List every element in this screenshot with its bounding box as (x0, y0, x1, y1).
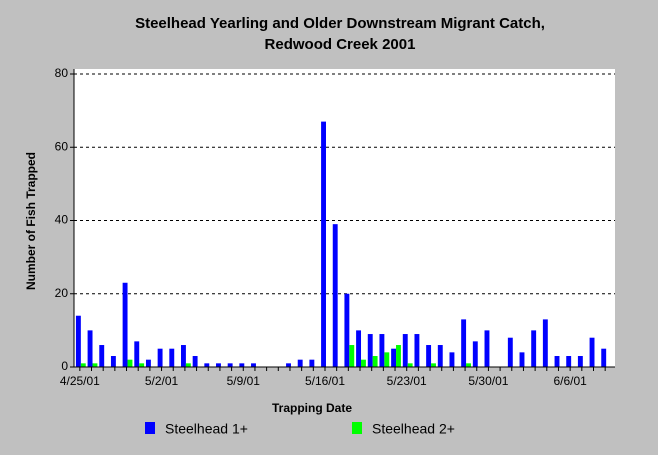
bar (396, 345, 401, 367)
chart-subtitle: Redwood Creek 2001 (265, 36, 416, 53)
bar (414, 334, 420, 367)
legend-label: Steelhead 1+ (165, 421, 248, 437)
legend-swatch (145, 422, 155, 434)
bar (577, 356, 583, 367)
bar (601, 348, 607, 367)
bar (185, 363, 191, 367)
y-axis-label: Number of Fish Trapped (24, 152, 38, 290)
bar (384, 352, 390, 367)
bar (216, 363, 221, 367)
bar (239, 363, 245, 367)
bar (127, 359, 133, 367)
bar (519, 352, 525, 367)
bar (99, 345, 105, 367)
bar (122, 282, 128, 367)
y-tick-label: 20 (55, 286, 69, 300)
bar (472, 341, 478, 367)
bar (297, 359, 303, 367)
bar (361, 359, 366, 367)
bar (180, 345, 186, 367)
bar (344, 293, 350, 367)
bar (80, 363, 86, 367)
x-tick-label: 6/6/01 (553, 374, 587, 388)
x-tick-label: 5/2/01 (145, 374, 179, 388)
bar (87, 330, 93, 367)
legend-swatch (352, 422, 362, 434)
bar (589, 337, 595, 367)
bar (461, 319, 467, 367)
y-tick-label: 80 (55, 66, 69, 80)
bar (309, 359, 315, 367)
x-tick-label: 5/16/01 (305, 374, 345, 388)
bar (437, 345, 443, 367)
legend-label: Steelhead 2+ (372, 421, 455, 437)
bar (251, 363, 256, 367)
bar (169, 348, 175, 367)
bar (192, 356, 198, 367)
bar (110, 356, 116, 367)
bar (426, 345, 432, 367)
bar (367, 334, 373, 367)
bar (157, 348, 163, 367)
bar (566, 356, 572, 367)
bar (402, 334, 408, 367)
bar (92, 363, 98, 367)
bar (321, 121, 326, 367)
bar (466, 363, 471, 367)
bar (391, 348, 397, 367)
x-tick-label: 5/23/01 (387, 374, 427, 388)
x-tick-label: 4/25/01 (60, 374, 100, 388)
bar (507, 337, 513, 367)
chart-title: Steelhead Yearling and Older Downstream … (135, 15, 545, 32)
x-tick-label: 5/30/01 (468, 374, 508, 388)
bar (332, 224, 338, 367)
y-tick-label: 60 (55, 139, 69, 153)
bar (484, 330, 490, 367)
bar (349, 345, 355, 367)
bar (286, 363, 291, 367)
bar (407, 363, 413, 367)
x-tick-label: 5/9/01 (227, 374, 261, 388)
y-tick-label: 0 (61, 359, 68, 373)
bar (75, 315, 81, 367)
bar (431, 363, 436, 367)
bar (449, 352, 455, 367)
bar (134, 341, 140, 367)
bar (145, 359, 151, 367)
y-tick-label: 40 (55, 213, 69, 227)
bar (379, 334, 385, 367)
bar (554, 356, 560, 367)
bar (204, 363, 210, 367)
bar (542, 319, 548, 367)
bar (356, 330, 362, 367)
x-axis-label: Trapping Date (272, 401, 352, 415)
bar (372, 356, 378, 367)
bar (227, 363, 233, 367)
bar (139, 363, 145, 367)
bar (531, 330, 537, 367)
